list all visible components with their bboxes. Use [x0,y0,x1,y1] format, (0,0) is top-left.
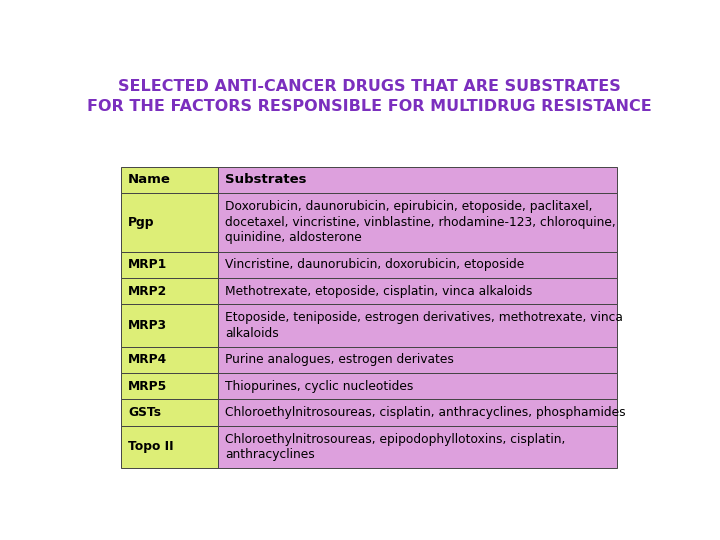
Bar [121,167,217,193]
Bar [217,305,617,347]
Bar [217,426,617,468]
Text: MRP1: MRP1 [128,259,167,272]
Bar [121,373,217,399]
Bar [217,252,617,278]
Bar [217,347,617,373]
Bar [217,399,617,426]
Bar [217,373,617,399]
Text: Purine analogues, estrogen derivates: Purine analogues, estrogen derivates [225,354,454,367]
Text: Pgp: Pgp [128,216,155,229]
Bar [121,426,217,468]
Bar [121,278,217,305]
Text: MRP2: MRP2 [128,285,167,298]
Text: Topo II: Topo II [128,440,174,453]
Text: GSTs: GSTs [128,406,161,419]
Text: MRP3: MRP3 [128,319,167,332]
Text: Substrates: Substrates [225,173,306,186]
Bar [121,399,217,426]
Text: MRP4: MRP4 [128,354,167,367]
Text: Name: Name [128,173,171,186]
Text: Vincristine, daunorubicin, doxorubicin, etoposide: Vincristine, daunorubicin, doxorubicin, … [225,259,524,272]
Text: Chloroethylnitrosoureas, epipodophyllotoxins, cisplatin,
anthracyclines: Chloroethylnitrosoureas, epipodophylloto… [225,433,565,461]
Text: Doxorubicin, daunorubicin, epirubicin, etoposide, paclitaxel,
docetaxel, vincris: Doxorubicin, daunorubicin, epirubicin, e… [225,200,616,245]
Text: Thiopurines, cyclic nucleotides: Thiopurines, cyclic nucleotides [225,380,413,393]
Bar [217,278,617,305]
Bar [121,347,217,373]
Bar [121,252,217,278]
Text: SELECTED ANTI-CANCER DRUGS THAT ARE SUBSTRATES
FOR THE FACTORS RESPONSIBLE FOR M: SELECTED ANTI-CANCER DRUGS THAT ARE SUBS… [86,79,652,113]
Text: Chloroethylnitrosoureas, cisplatin, anthracyclines, phosphamides: Chloroethylnitrosoureas, cisplatin, anth… [225,406,626,419]
Bar [217,193,617,252]
Bar [217,167,617,193]
Bar [121,305,217,347]
Bar [121,193,217,252]
Text: Methotrexate, etoposide, cisplatin, vinca alkaloids: Methotrexate, etoposide, cisplatin, vinc… [225,285,532,298]
Text: MRP5: MRP5 [128,380,167,393]
Text: Etoposide, teniposide, estrogen derivatives, methotrexate, vinca
alkaloids: Etoposide, teniposide, estrogen derivati… [225,312,623,340]
